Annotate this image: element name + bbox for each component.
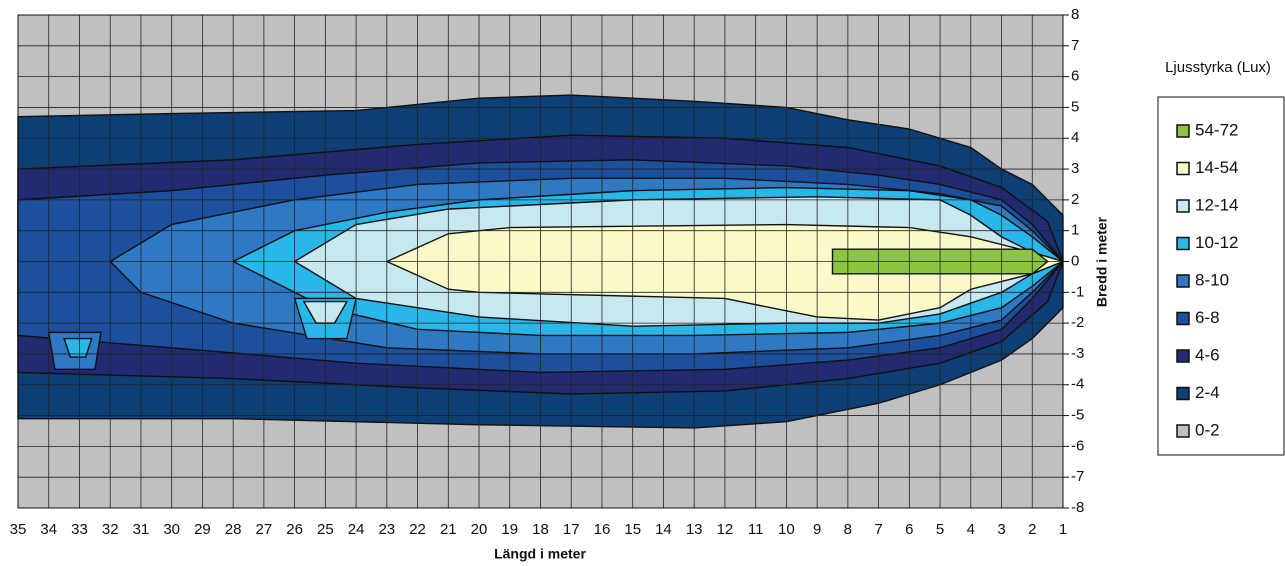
- y-tick-label: 2: [1071, 191, 1079, 208]
- x-tick-label: 19: [501, 521, 518, 538]
- x-tick-label: 18: [532, 521, 549, 538]
- x-tick-label: 14: [655, 521, 672, 538]
- y-tick-label: -2: [1071, 314, 1084, 331]
- y-tick-label: 7: [1071, 37, 1079, 54]
- x-tick-label: 34: [40, 521, 57, 538]
- legend-swatch: [1176, 124, 1190, 138]
- x-tick-label: 1: [1059, 521, 1067, 538]
- legend-title: Ljusstyrka (Lux): [1165, 59, 1271, 76]
- x-tick-label: 4: [967, 521, 975, 538]
- plot-frame: [17, 14, 1064, 509]
- legend-swatch: [1176, 386, 1190, 401]
- legend-label: 6-8: [1195, 308, 1220, 327]
- x-tick-label: 28: [225, 521, 242, 538]
- x-tick-label: 24: [348, 521, 365, 538]
- x-tick-label: 8: [844, 521, 852, 538]
- x-tick-label: 12: [717, 521, 734, 538]
- x-tick-label: 27: [256, 521, 273, 538]
- x-tick-label: 29: [194, 521, 211, 538]
- x-tick-label: 30: [163, 521, 180, 538]
- legend-label: 2-4: [1195, 383, 1220, 402]
- contour-band: [63, 337, 93, 358]
- x-axis-title: Längd i meter: [494, 546, 586, 562]
- x-tick-label: 7: [874, 521, 882, 538]
- x-tick-label: 32: [102, 521, 119, 538]
- legend-label: 10-12: [1195, 233, 1238, 252]
- x-tick-label: 25: [317, 521, 334, 538]
- x-tick-label: 9: [813, 521, 821, 538]
- x-tick-label: 2: [1028, 521, 1036, 538]
- legend-swatch: [1176, 274, 1190, 288]
- legend-swatch: [1176, 236, 1190, 251]
- legend-swatch: [1176, 311, 1190, 326]
- y-tick-label: -5: [1071, 407, 1084, 424]
- y-tick-label: 5: [1071, 98, 1079, 115]
- x-tick-label: 16: [594, 521, 611, 538]
- legend-swatch: [1176, 199, 1190, 213]
- legend-label: 4-6: [1195, 345, 1220, 364]
- legend-swatch: [1176, 161, 1190, 176]
- x-tick-label: 21: [440, 521, 457, 538]
- y-tick-label: -3: [1071, 345, 1084, 362]
- x-tick-label: 20: [471, 521, 488, 538]
- y-tick-label: -8: [1071, 499, 1084, 516]
- x-tick-label: 23: [378, 521, 395, 538]
- legend-swatch: [1176, 424, 1190, 438]
- legend-label: 54-72: [1195, 120, 1238, 139]
- y-tick-label: -7: [1071, 468, 1084, 485]
- y-tick-label: -6: [1071, 437, 1084, 454]
- x-tick-label: 5: [936, 521, 944, 538]
- y-tick-label: 8: [1071, 6, 1079, 23]
- x-tick-label: 35: [10, 521, 27, 538]
- y-axis-title: Bredd i meter: [1094, 216, 1110, 307]
- legend-label: 14-54: [1195, 158, 1238, 177]
- x-tick-label: 31: [133, 521, 150, 538]
- x-tick-label: 13: [686, 521, 703, 538]
- x-tick-label: 15: [624, 521, 641, 538]
- x-tick-label: 11: [748, 521, 764, 538]
- x-tick-label: 10: [778, 521, 795, 538]
- y-tick-label: 0: [1071, 252, 1079, 269]
- y-tick-label: 4: [1071, 129, 1079, 146]
- legend-label: 12-14: [1195, 195, 1238, 214]
- x-tick-label: 22: [409, 521, 426, 538]
- y-tick-label: 3: [1071, 160, 1079, 177]
- x-tick-label: 17: [563, 521, 580, 538]
- legend-label: 8-10: [1195, 270, 1229, 289]
- y-tick-label: 1: [1071, 222, 1079, 239]
- legend-swatch: [1176, 349, 1190, 363]
- y-tick-label: -4: [1071, 376, 1084, 393]
- y-tick-label: 6: [1071, 68, 1079, 85]
- x-tick-label: 3: [997, 521, 1005, 538]
- y-tick-label: -1: [1071, 283, 1084, 300]
- legend-label: 0-2: [1195, 420, 1220, 439]
- x-tick-label: 33: [71, 521, 88, 538]
- x-tick-label: 6: [905, 521, 913, 538]
- x-tick-label: 26: [286, 521, 303, 538]
